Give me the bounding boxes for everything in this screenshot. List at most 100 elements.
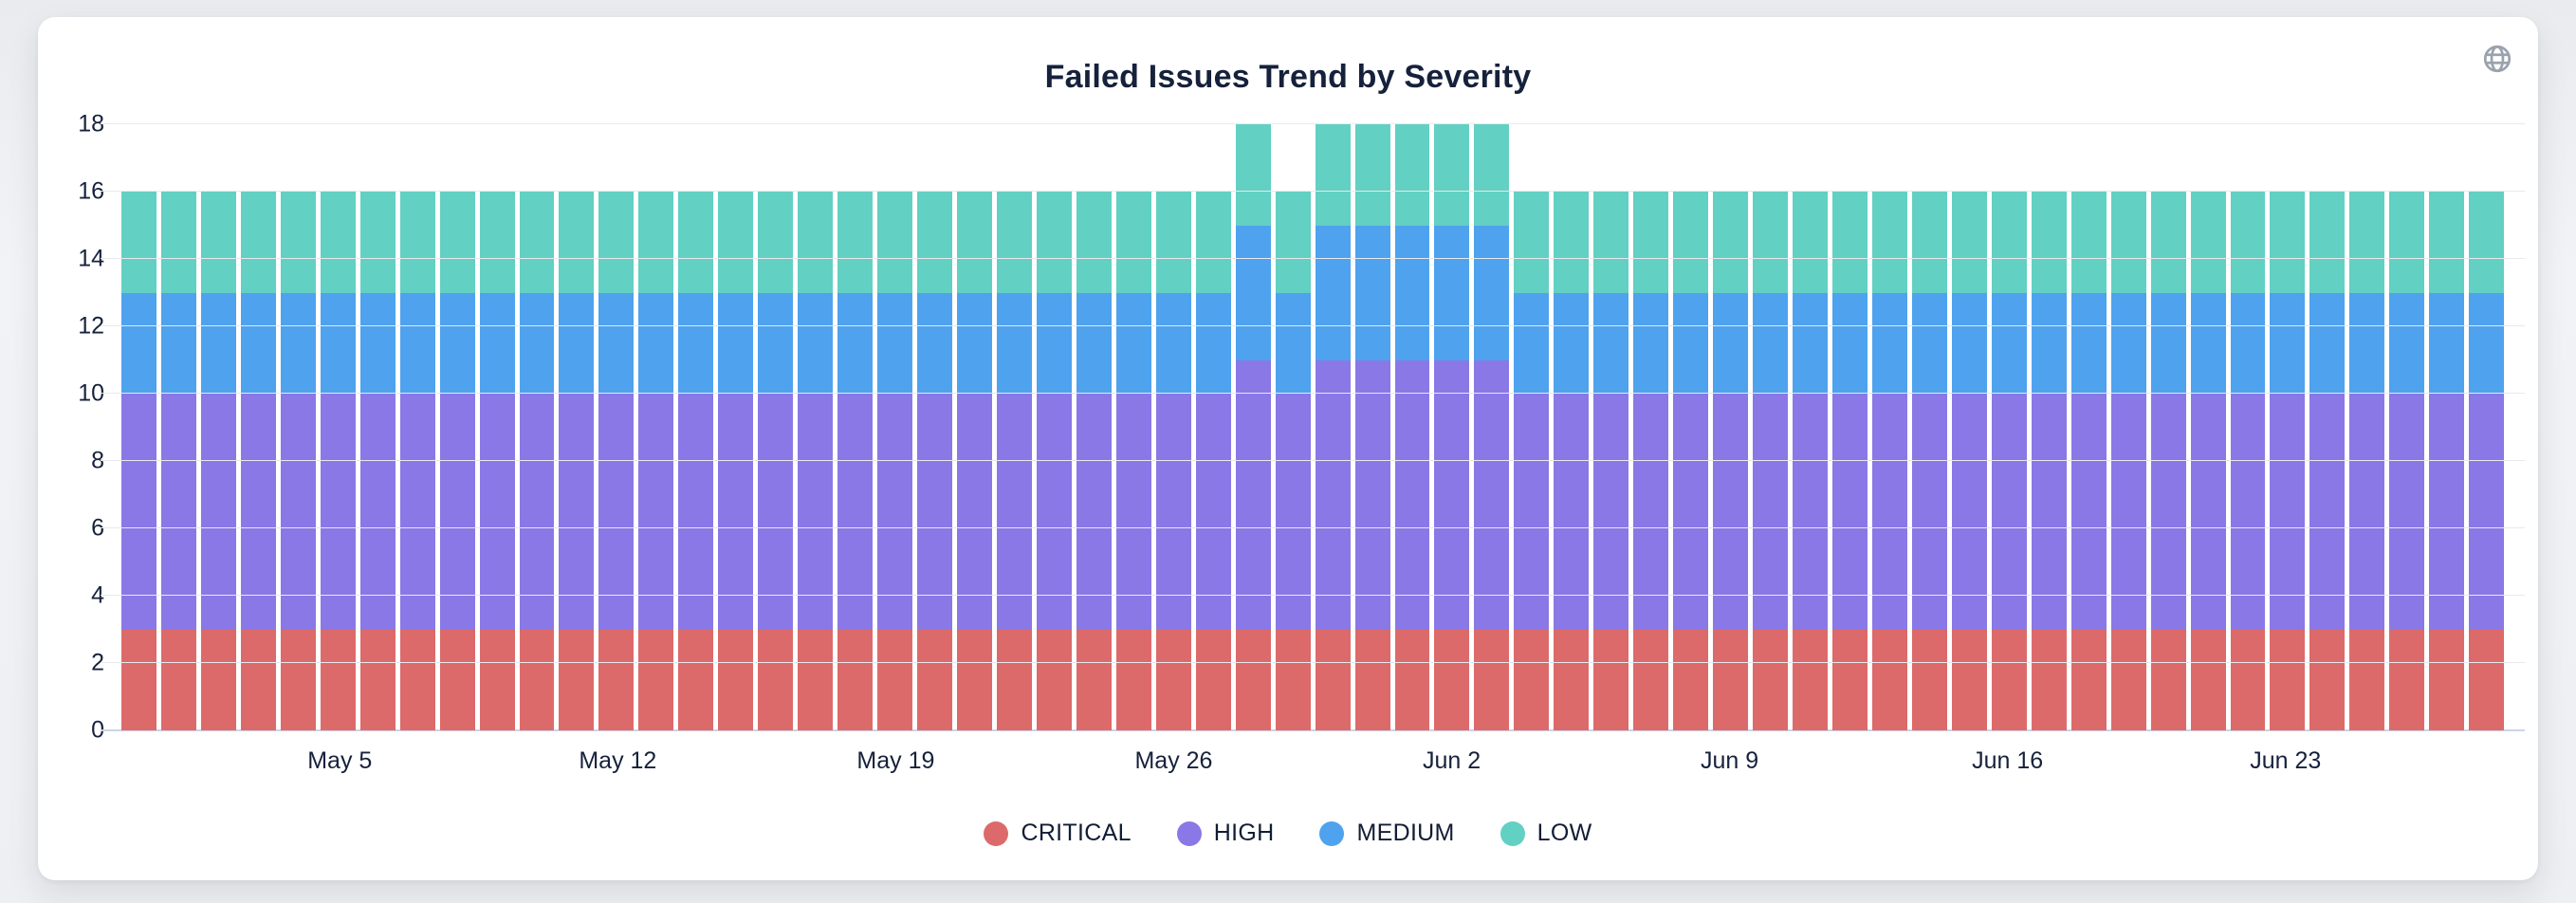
bar-segment-low[interactable] — [121, 192, 156, 293]
bar-segment-critical[interactable] — [1753, 629, 1789, 730]
bar-segment-low[interactable] — [1275, 192, 1311, 293]
bar-segment-medium[interactable] — [1951, 292, 1987, 394]
bar-segment-critical[interactable] — [399, 629, 435, 730]
bar-segment-critical[interactable] — [1633, 629, 1669, 730]
bar-segment-medium[interactable] — [1831, 292, 1868, 394]
bar-segment-critical[interactable] — [2349, 629, 2385, 730]
bar-segment-high[interactable] — [121, 394, 156, 630]
bar-segment-medium[interactable] — [1871, 292, 1907, 394]
bar-segment-low[interactable] — [200, 192, 236, 293]
bar-segment-medium[interactable] — [1115, 292, 1151, 394]
bar-segment-low[interactable] — [2070, 192, 2107, 293]
bar-segment-critical[interactable] — [917, 629, 953, 730]
bar-segment-medium[interactable] — [2389, 292, 2425, 394]
bar-segment-critical[interactable] — [2031, 629, 2067, 730]
bar-segment-high[interactable] — [1831, 394, 1868, 630]
bar-segment-high[interactable] — [280, 394, 316, 630]
bar-segment-high[interactable] — [1593, 394, 1629, 630]
bar-segment-medium[interactable] — [1275, 292, 1311, 394]
bar-segment-high[interactable] — [598, 394, 635, 630]
bar-segment-low[interactable] — [1593, 192, 1629, 293]
bar-segment-critical[interactable] — [1831, 629, 1868, 730]
bar-segment-high[interactable] — [996, 394, 1032, 630]
bar-segment-critical[interactable] — [1076, 629, 1112, 730]
bar-segment-critical[interactable] — [2429, 629, 2465, 730]
bar-segment-medium[interactable] — [2070, 292, 2107, 394]
bar-segment-medium[interactable] — [479, 292, 515, 394]
bar-segment-low[interactable] — [1354, 124, 1390, 226]
bar-segment-high[interactable] — [1076, 394, 1112, 630]
bar-segment-medium[interactable] — [1235, 225, 1271, 360]
bar-segment-low[interactable] — [479, 192, 515, 293]
bar-segment-low[interactable] — [1315, 124, 1351, 226]
bar-segment-high[interactable] — [160, 394, 196, 630]
bar-segment-low[interactable] — [638, 192, 674, 293]
bar-segment-low[interactable] — [1434, 124, 1470, 226]
bar-segment-high[interactable] — [2349, 394, 2385, 630]
bar-segment-critical[interactable] — [1115, 629, 1151, 730]
bar-segment-critical[interactable] — [837, 629, 874, 730]
bar-segment-medium[interactable] — [1195, 292, 1231, 394]
bar-segment-critical[interactable] — [519, 629, 555, 730]
bar-segment-high[interactable] — [1235, 359, 1271, 630]
bar-segment-medium[interactable] — [2270, 292, 2306, 394]
bar-segment-low[interactable] — [519, 192, 555, 293]
bar-segment-critical[interactable] — [638, 629, 674, 730]
bar-segment-medium[interactable] — [2150, 292, 2186, 394]
bar-segment-medium[interactable] — [2110, 292, 2146, 394]
bar-segment-high[interactable] — [2270, 394, 2306, 630]
bar-segment-high[interactable] — [399, 394, 435, 630]
bar-segment-low[interactable] — [1673, 192, 1709, 293]
bar-segment-medium[interactable] — [837, 292, 874, 394]
bar-segment-critical[interactable] — [2309, 629, 2346, 730]
bar-segment-medium[interactable] — [2031, 292, 2067, 394]
bar-segment-low[interactable] — [2270, 192, 2306, 293]
bar-segment-medium[interactable] — [160, 292, 196, 394]
bar-segment-high[interactable] — [2070, 394, 2107, 630]
bar-segment-high[interactable] — [1354, 359, 1390, 630]
bar-segment-low[interactable] — [837, 192, 874, 293]
bar-segment-medium[interactable] — [2230, 292, 2266, 394]
bar-segment-low[interactable] — [758, 192, 794, 293]
bar-segment-critical[interactable] — [798, 629, 834, 730]
bar-segment-low[interactable] — [2429, 192, 2465, 293]
bar-segment-medium[interactable] — [399, 292, 435, 394]
bar-segment-low[interactable] — [1394, 124, 1430, 226]
bar-segment-critical[interactable] — [1871, 629, 1907, 730]
bar-segment-critical[interactable] — [2469, 629, 2505, 730]
bar-segment-high[interactable] — [1554, 394, 1590, 630]
bar-segment-low[interactable] — [2150, 192, 2186, 293]
bar-segment-low[interactable] — [1991, 192, 2027, 293]
bar-segment-critical[interactable] — [1554, 629, 1590, 730]
bar-segment-high[interactable] — [1753, 394, 1789, 630]
bar-segment-low[interactable] — [1235, 124, 1271, 226]
bar-segment-critical[interactable] — [996, 629, 1032, 730]
bar-segment-medium[interactable] — [957, 292, 992, 394]
bar-segment-low[interactable] — [1951, 192, 1987, 293]
bar-segment-high[interactable] — [2309, 394, 2346, 630]
bar-segment-low[interactable] — [1514, 192, 1550, 293]
bar-segment-high[interactable] — [638, 394, 674, 630]
bar-segment-medium[interactable] — [917, 292, 953, 394]
bar-segment-low[interactable] — [1554, 192, 1590, 293]
bar-segment-low[interactable] — [2110, 192, 2146, 293]
bar-segment-medium[interactable] — [1354, 225, 1390, 360]
bar-segment-low[interactable] — [280, 192, 316, 293]
bar-segment-high[interactable] — [798, 394, 834, 630]
bar-segment-high[interactable] — [1115, 394, 1151, 630]
bar-segment-high[interactable] — [2389, 394, 2425, 630]
bar-segment-critical[interactable] — [1514, 629, 1550, 730]
bar-segment-high[interactable] — [1155, 394, 1191, 630]
bar-segment-low[interactable] — [917, 192, 953, 293]
globe-button[interactable] — [2479, 41, 2515, 77]
bar-segment-critical[interactable] — [240, 629, 276, 730]
bar-segment-high[interactable] — [718, 394, 754, 630]
bar-segment-medium[interactable] — [359, 292, 396, 394]
bar-segment-critical[interactable] — [598, 629, 635, 730]
bar-segment-low[interactable] — [1115, 192, 1151, 293]
bar-segment-medium[interactable] — [519, 292, 555, 394]
bar-segment-critical[interactable] — [1155, 629, 1191, 730]
bar-segment-high[interactable] — [1991, 394, 2027, 630]
bar-segment-low[interactable] — [1036, 192, 1072, 293]
bar-segment-high[interactable] — [1793, 394, 1828, 630]
